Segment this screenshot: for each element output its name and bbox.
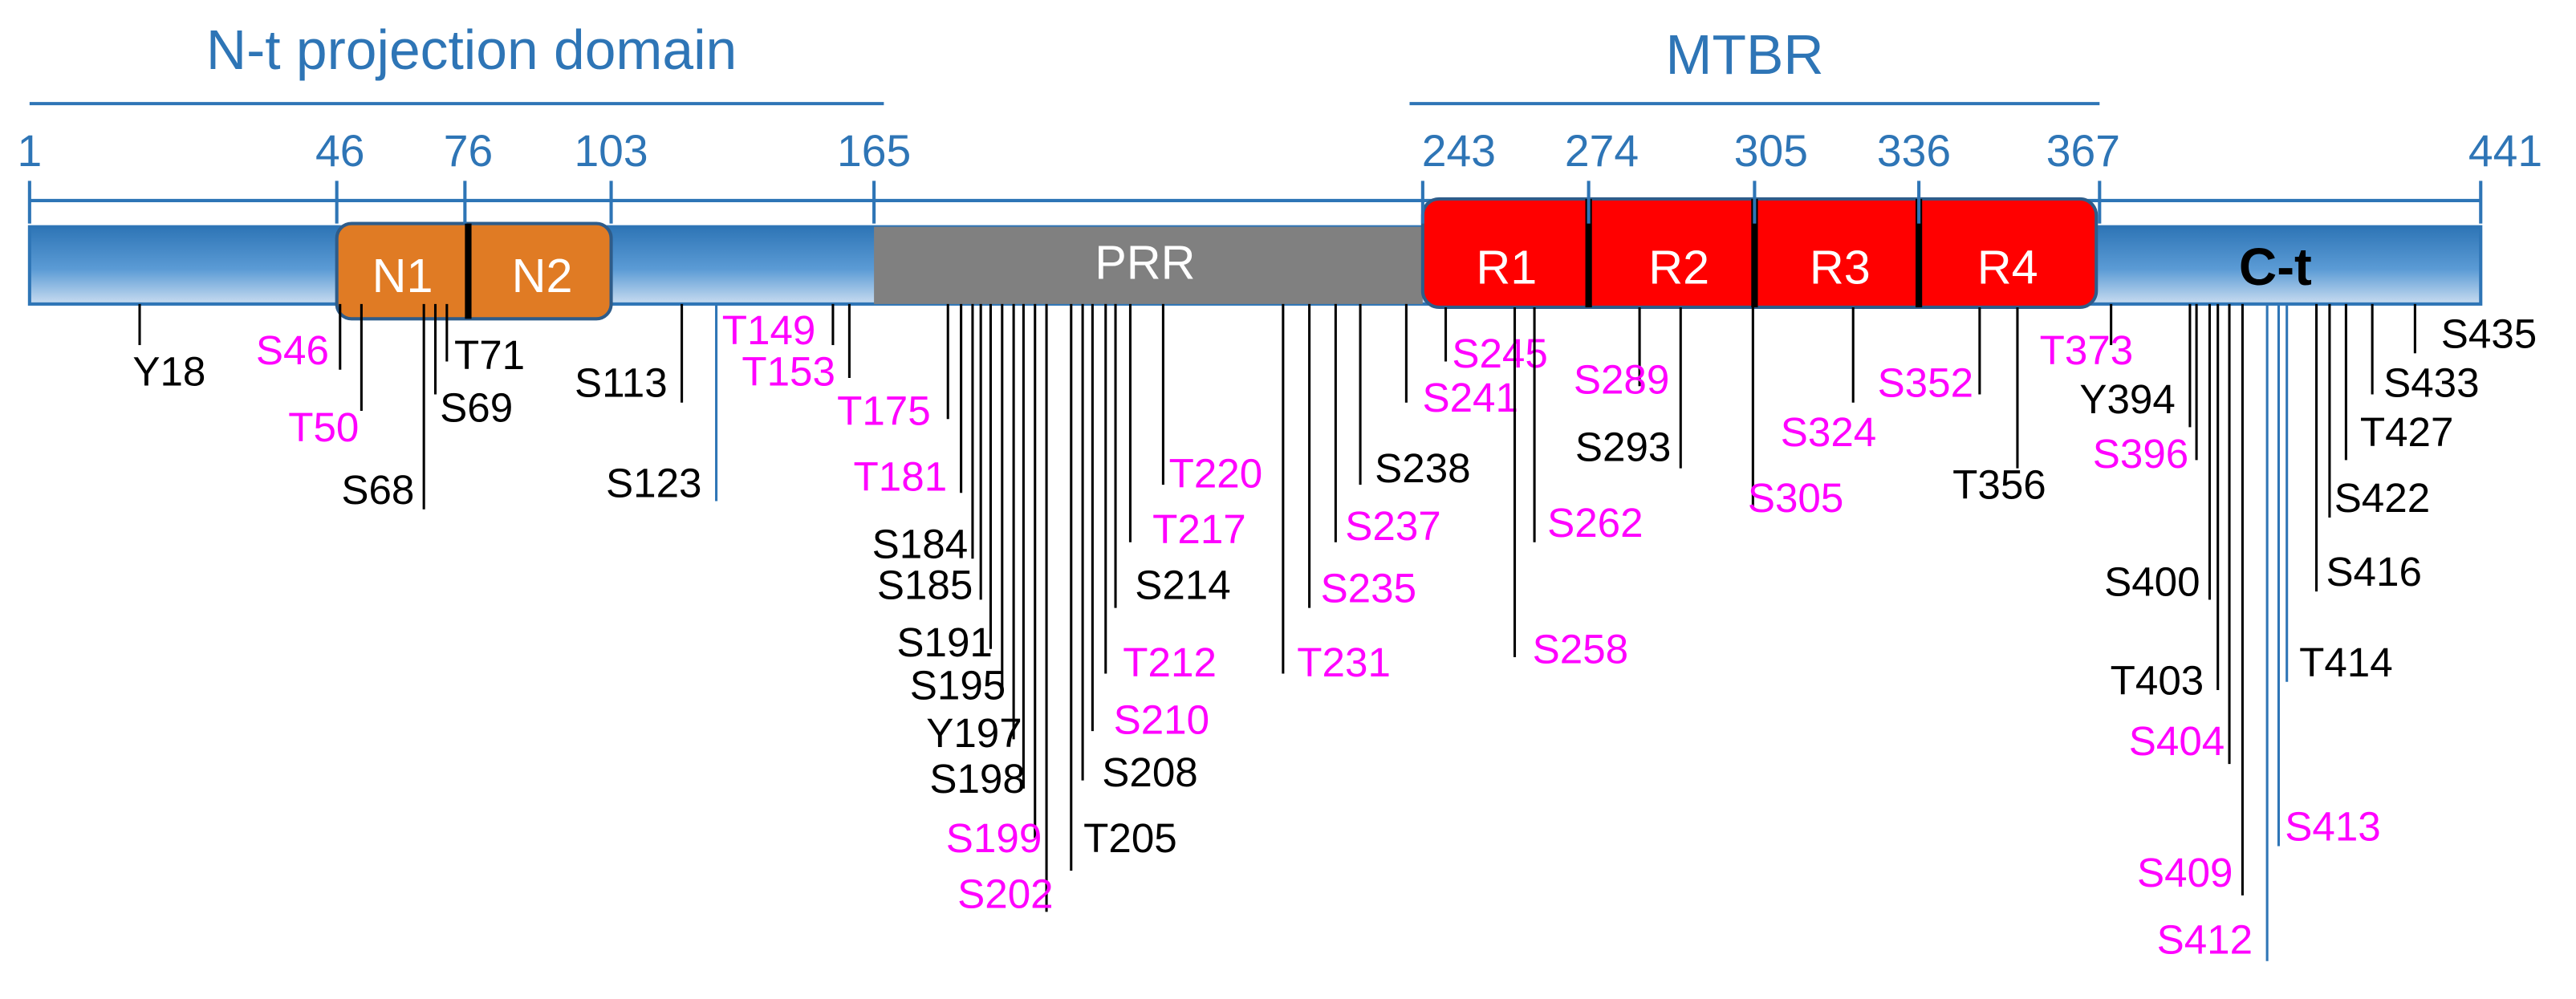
position-label: 367: [2046, 126, 2120, 176]
position-label: 76: [444, 126, 493, 176]
site-label: S113: [575, 360, 668, 406]
site-label: S400: [2104, 558, 2200, 604]
site-label: S396: [2093, 431, 2188, 477]
site-label: T356: [1952, 462, 2046, 508]
site-label: S433: [2383, 360, 2479, 406]
right-title: MTBR: [1666, 23, 1824, 86]
site-label: S238: [1375, 445, 1470, 491]
site-label: Y394: [2079, 376, 2175, 422]
site-label: S245: [1452, 331, 1547, 376]
site-label: T205: [1083, 815, 1177, 861]
site-label: S198: [929, 756, 1025, 802]
domain-label: PRR: [1095, 235, 1195, 289]
position-label: 103: [574, 126, 648, 176]
site-label: Y18: [132, 348, 205, 394]
position-label: 305: [1734, 126, 1808, 176]
domain-label: N1: [372, 249, 433, 303]
site-label: S202: [957, 871, 1053, 916]
site-label: Y197: [926, 710, 1022, 756]
domain-label: R3: [1810, 241, 1871, 294]
position-label: 441: [2468, 126, 2542, 176]
site-label: S404: [2129, 718, 2225, 764]
site-label: S69: [440, 384, 513, 430]
position-label: 336: [1877, 126, 1951, 176]
site-label: S258: [1533, 626, 1628, 672]
site-label: T373: [2040, 327, 2134, 373]
site-label: S409: [2137, 850, 2233, 895]
position-label: 165: [837, 126, 911, 176]
site-label: T181: [854, 453, 948, 499]
position-label: 1: [17, 126, 42, 176]
site-label: S214: [1135, 562, 1230, 608]
site-label: S262: [1547, 500, 1643, 546]
site-label: S191: [896, 619, 992, 665]
position-label: 46: [315, 126, 364, 176]
site-label: S412: [2157, 917, 2253, 963]
site-label: T217: [1152, 506, 1246, 552]
site-label: T231: [1297, 640, 1391, 685]
site-label: S46: [256, 327, 329, 373]
domain-label: N2: [512, 249, 573, 303]
site-label: T175: [837, 388, 931, 434]
domain-label: C-t: [2239, 238, 2312, 296]
site-label: T403: [2111, 657, 2204, 703]
site-label: S435: [2441, 311, 2537, 356]
site-label: S413: [2285, 804, 2380, 850]
position-label: 274: [1565, 126, 1639, 176]
position-label: 243: [1422, 126, 1496, 176]
site-label: T212: [1123, 640, 1217, 685]
prr-block: [874, 226, 1423, 304]
site-label: S123: [606, 461, 701, 506]
site-label: S235: [1321, 566, 1416, 611]
domain-label: R2: [1648, 241, 1709, 294]
domain-label: R1: [1476, 241, 1537, 294]
site-label: S208: [1102, 749, 1197, 795]
site-label: S185: [877, 562, 973, 608]
site-label: S324: [1781, 409, 1876, 455]
site-label: S352: [1878, 360, 1973, 406]
site-label: S422: [2334, 475, 2430, 521]
site-label: S289: [1574, 357, 1669, 403]
site-label: T153: [742, 348, 835, 394]
site-label: S184: [872, 521, 968, 567]
site-label: T71: [454, 332, 525, 378]
domain-label: R4: [1977, 241, 2038, 294]
site-label: T220: [1169, 450, 1263, 496]
site-label: S241: [1422, 375, 1518, 420]
site-label: S195: [910, 662, 1006, 708]
site-label: S210: [1114, 696, 1209, 742]
site-label: T149: [722, 307, 816, 353]
left-title: N-t projection domain: [206, 18, 737, 81]
site-label: T427: [2360, 409, 2454, 455]
site-label: S237: [1345, 503, 1440, 549]
site-label: S305: [1748, 475, 1843, 521]
site-label: T414: [2299, 640, 2393, 685]
site-label: S199: [946, 815, 1042, 861]
site-label: S293: [1575, 424, 1671, 470]
n-block: [335, 221, 613, 321]
site-label: T50: [288, 404, 359, 450]
site-label: S68: [341, 467, 414, 513]
site-label: S416: [2326, 549, 2421, 595]
